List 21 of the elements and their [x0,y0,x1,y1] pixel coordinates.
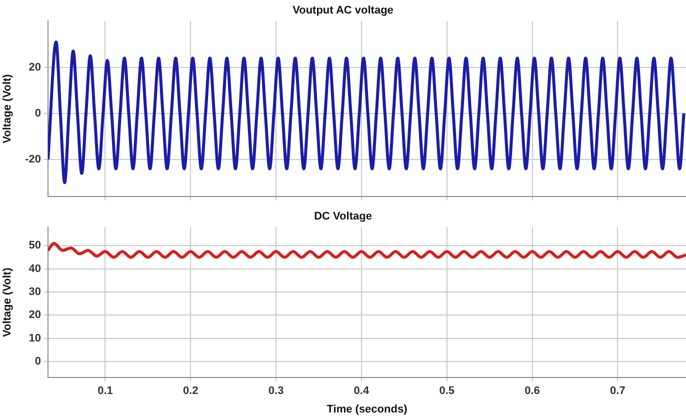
chart-title: DC Voltage [314,210,372,223]
x-tick-label: 0.4 [354,385,370,398]
y-tick-label: 30 [28,286,41,298]
y-tick-label: 50 [28,240,41,252]
x-tick-label: 0.5 [439,385,455,398]
x-tick-label: 0.3 [268,385,284,398]
x-tick-label: 0.7 [610,385,626,398]
x-tick-label: 0.6 [524,385,540,398]
y-tick-label: 10 [28,332,41,344]
chart-title: Voutput AC voltage [292,4,394,17]
x-tick-label: 0.2 [182,385,198,398]
y-tick-label: 20 [28,309,41,322]
y-tick-label: 0 [34,107,41,120]
y-axis-title: Voltage (Volt) [2,74,14,144]
x-axis-title: Time (seconds) [326,403,408,416]
y-tick-label: 20 [28,61,41,74]
y-axis-title: Voltage (Volt) [2,267,14,338]
y-tick-label: 0 [34,355,41,368]
x-tick-label: 0.1 [98,385,113,398]
y-tick-label: -20 [25,154,41,166]
y-tick-label: 40 [28,262,41,275]
